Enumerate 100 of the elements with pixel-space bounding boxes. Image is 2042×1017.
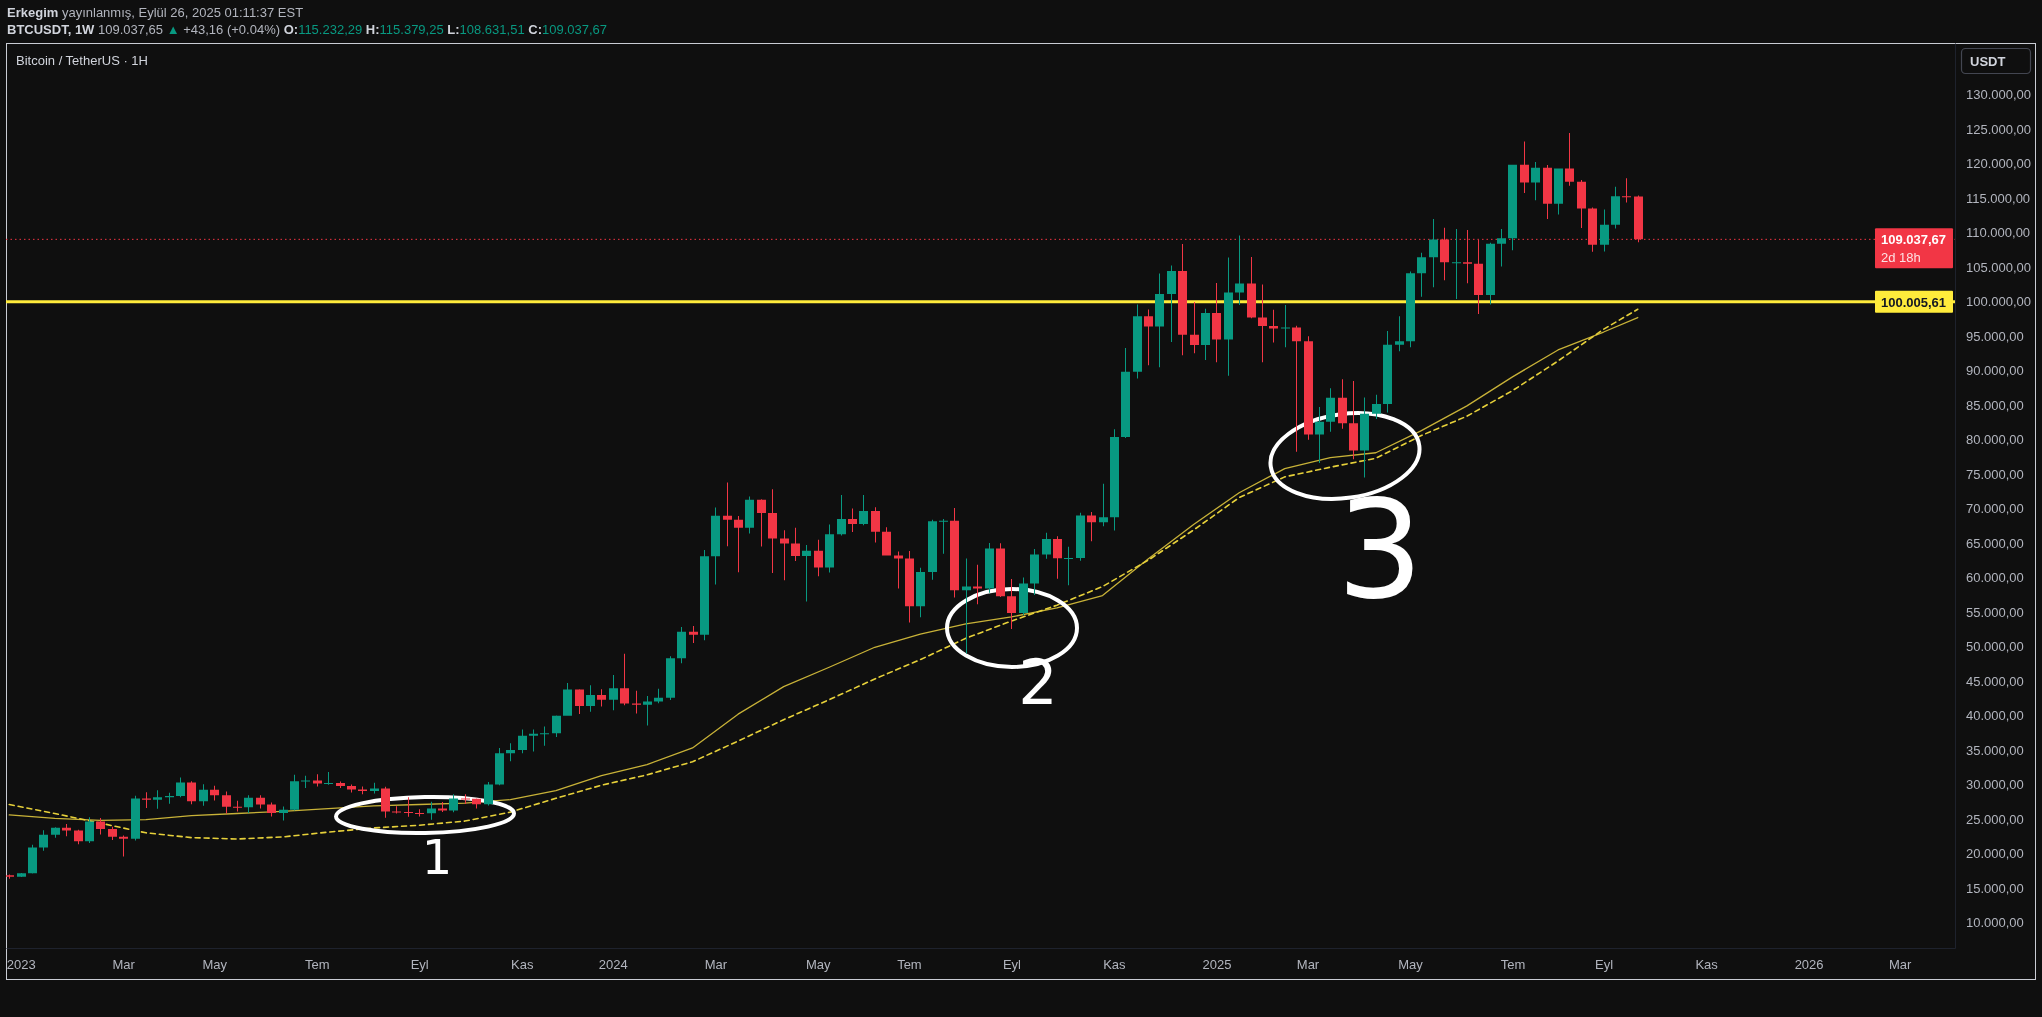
candlestick xyxy=(222,791,231,814)
candlestick xyxy=(176,777,185,798)
candlestick xyxy=(700,549,709,641)
candlestick xyxy=(620,653,629,706)
candlestick xyxy=(1110,429,1119,531)
candlestick xyxy=(563,683,572,716)
y-tick-label: 80.000,00 xyxy=(1966,432,2024,448)
candlestick xyxy=(689,625,698,643)
y-tick-label: 60.000,00 xyxy=(1966,570,2024,586)
y-tick-label: 130.000,00 xyxy=(1966,87,2032,103)
candlestick xyxy=(1611,186,1620,229)
x-tick-label: Kas xyxy=(1103,957,1127,973)
candlestick xyxy=(939,519,948,554)
x-tick-label: Mar xyxy=(1296,957,1320,973)
candlestick xyxy=(301,775,310,788)
y-tick-label: 55.000,00 xyxy=(1966,604,2024,620)
candlestick xyxy=(449,794,458,813)
candlestick xyxy=(108,826,117,840)
x-tick-label: Tem xyxy=(897,957,922,973)
candlestick xyxy=(1395,316,1404,352)
candlestick xyxy=(973,564,982,605)
x-tick-label: Mar xyxy=(112,957,136,973)
x-tick-label: 2024 xyxy=(598,957,628,973)
candlestick xyxy=(404,797,413,817)
y-tick-label: 30.000,00 xyxy=(1966,777,2024,793)
candlestick xyxy=(1349,381,1358,460)
candlestick xyxy=(267,802,276,817)
y-tick-label: 75.000,00 xyxy=(1966,466,2024,482)
y-tick-label: 20.000,00 xyxy=(1966,846,2024,862)
candlestick xyxy=(1326,388,1335,432)
candlestick xyxy=(1315,407,1324,464)
candlestick xyxy=(1178,244,1187,356)
candlestick xyxy=(1201,308,1210,361)
candlestick xyxy=(711,507,720,585)
candlestick xyxy=(1338,379,1347,429)
text: Erkegim yayınlanmış, Eylül 26, 2025 01:11:37 EST xyxy=(7,4,304,20)
candlestick xyxy=(1224,257,1233,376)
candlestick xyxy=(1622,178,1631,203)
y-tick-label: 120.000,00 xyxy=(1966,156,2032,172)
candlestick xyxy=(51,827,60,838)
y-axis-title: USDT xyxy=(1970,53,2006,69)
x-tick-label: 2025 xyxy=(1202,957,1232,973)
candlestick xyxy=(1121,348,1130,439)
candlestick xyxy=(734,516,743,573)
candlestick xyxy=(1543,165,1552,219)
y-tick-label: 45.000,00 xyxy=(1966,673,2024,689)
candlestick xyxy=(165,792,174,804)
candlestick xyxy=(996,543,1005,597)
candlestick xyxy=(1281,305,1290,348)
candlestick xyxy=(1167,265,1176,343)
candlestick xyxy=(757,499,766,547)
candlestick xyxy=(540,726,549,746)
candlestick xyxy=(17,872,26,877)
y-tick-label: 15.000,00 xyxy=(1966,880,2024,896)
candlestick xyxy=(1508,164,1517,251)
candlestick xyxy=(745,496,754,534)
candlestick xyxy=(916,567,925,618)
candlestick xyxy=(1486,242,1495,305)
y-tick-label: 35.000,00 xyxy=(1966,742,2024,758)
candlestick xyxy=(142,792,151,808)
candlestick xyxy=(1531,161,1540,201)
x-tick-label: 2023 xyxy=(6,957,36,973)
candlestick xyxy=(1053,536,1062,579)
candlestick xyxy=(1030,549,1039,595)
candlestick xyxy=(1452,229,1461,300)
candlestick xyxy=(131,795,140,841)
candlestick xyxy=(1133,304,1142,379)
candlestick xyxy=(654,688,663,704)
annotation: 3 xyxy=(1336,471,1424,629)
candlestick xyxy=(28,844,37,874)
candlestick xyxy=(1212,282,1221,363)
candlestick xyxy=(313,774,322,787)
ref-line-label: 109.037,67 xyxy=(1881,231,1947,247)
y-tick-label: 50.000,00 xyxy=(1966,639,2024,655)
text: BTCUSDT, 1W 109.037,65 ▲ +43,16 (+0.04%) O:115.232,29 H:115.379,25 L:108.631,51 C:109.037,67 xyxy=(7,21,608,37)
candlestick xyxy=(358,786,367,795)
candlestick xyxy=(666,656,675,700)
candlestick xyxy=(859,494,868,526)
candlestick xyxy=(1144,309,1153,366)
candlestick xyxy=(780,530,789,581)
candlestick xyxy=(1372,394,1381,419)
y-tick-label: 85.000,00 xyxy=(1966,397,2024,413)
x-tick-label: Tem xyxy=(1500,957,1526,973)
x-tick-label: May xyxy=(806,957,832,973)
candlestick xyxy=(1304,336,1313,440)
candlestick xyxy=(597,689,606,707)
y-tick-label: 100.000,00 xyxy=(1966,294,2032,310)
candlestick xyxy=(905,550,914,623)
candlestick xyxy=(1247,257,1256,319)
y-tick-label: 70.000,00 xyxy=(1966,501,2024,517)
candlestick xyxy=(575,689,584,715)
candlestick xyxy=(848,508,857,533)
candlestick xyxy=(1258,284,1267,363)
candlestick xyxy=(1429,219,1438,288)
candlestick xyxy=(962,558,971,654)
annotation: 2d 18h xyxy=(1881,249,1921,265)
candlestick xyxy=(62,824,71,837)
y-tick-label: 110.000,00 xyxy=(1966,225,2031,241)
candlestick xyxy=(1520,141,1529,194)
candlestick xyxy=(1190,301,1199,354)
